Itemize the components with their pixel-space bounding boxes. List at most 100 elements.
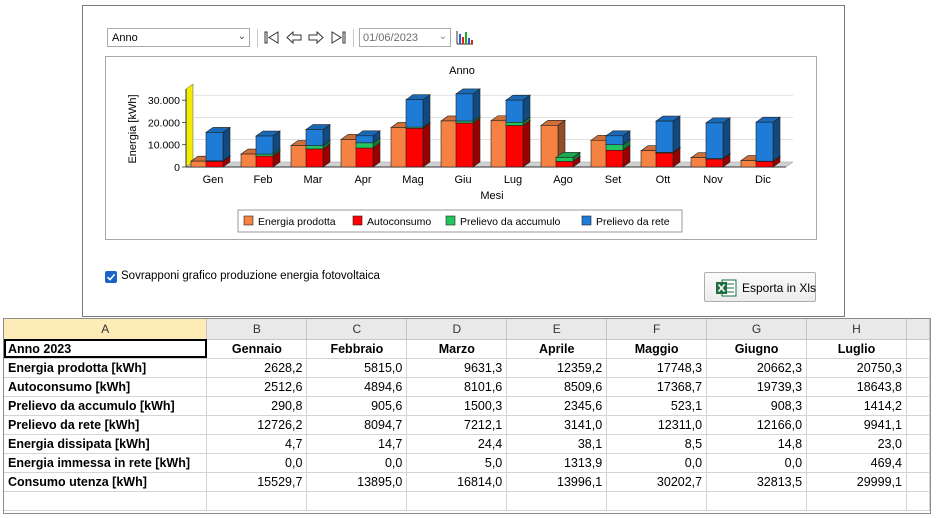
export-xls-button[interactable]: Esporta in Xls xyxy=(704,272,816,302)
table-cell[interactable]: 13996,1 xyxy=(506,472,608,492)
table-cell[interactable]: Prelievo da accumulo [kWh] xyxy=(4,396,208,416)
table-cell[interactable] xyxy=(906,415,930,435)
table-cell[interactable]: Autoconsumo [kWh] xyxy=(4,377,208,397)
table-cell[interactable]: 17368,7 xyxy=(606,377,708,397)
table-cell[interactable]: 8509,6 xyxy=(506,377,608,397)
date-picker[interactable]: 01/06/2023 ⌄ xyxy=(359,28,451,47)
table-cell[interactable]: Maggio xyxy=(606,339,708,359)
table-cell[interactable]: Marzo xyxy=(406,339,508,359)
table-cell[interactable]: 32813,5 xyxy=(706,472,808,492)
table-cell[interactable]: 18643,8 xyxy=(806,377,907,397)
table-cell[interactable] xyxy=(906,472,930,492)
table-cell[interactable]: Energia immessa in rete [kWh] xyxy=(4,453,208,473)
table-cell[interactable]: 4,7 xyxy=(206,434,308,454)
table-cell[interactable]: 23,0 xyxy=(806,434,907,454)
table-cell[interactable]: Febbraio xyxy=(306,339,408,359)
table-cell[interactable]: Luglio xyxy=(806,339,907,359)
table-cell[interactable]: 15529,7 xyxy=(206,472,308,492)
table-cell[interactable]: 290,8 xyxy=(206,396,308,416)
table-cell[interactable]: 12166,0 xyxy=(706,415,808,435)
table-cell[interactable]: Consumo utenza [kWh] xyxy=(4,472,208,492)
column-header-e[interactable]: E xyxy=(506,319,608,340)
table-cell[interactable] xyxy=(906,339,930,359)
table-cell[interactable]: 20662,3 xyxy=(706,358,808,378)
column-header-c[interactable]: C xyxy=(306,319,408,340)
table-cell[interactable]: 9631,3 xyxy=(406,358,508,378)
table-cell[interactable]: 9941,1 xyxy=(806,415,907,435)
table-cell[interactable]: 0,0 xyxy=(206,453,308,473)
table-cell[interactable] xyxy=(4,491,208,511)
table-cell[interactable] xyxy=(606,491,708,511)
table-cell[interactable]: 5,0 xyxy=(406,453,508,473)
table-cell[interactable]: 0,0 xyxy=(306,453,408,473)
table-cell[interactable]: 2628,2 xyxy=(206,358,308,378)
table-cell[interactable]: 12359,2 xyxy=(506,358,608,378)
column-header-a[interactable]: A xyxy=(4,319,208,340)
table-cell[interactable]: 14,7 xyxy=(306,434,408,454)
table-cell[interactable]: 13895,0 xyxy=(306,472,408,492)
table-cell[interactable]: 4894,6 xyxy=(306,377,408,397)
column-header-blank xyxy=(906,319,930,340)
last-icon[interactable] xyxy=(329,29,347,46)
table-cell[interactable]: 8094,7 xyxy=(306,415,408,435)
column-header-h[interactable]: H xyxy=(806,319,907,340)
table-cell[interactable]: Prelievo da rete [kWh] xyxy=(4,415,208,435)
table-cell[interactable]: Gennaio xyxy=(206,339,308,359)
table-cell[interactable]: Energia prodotta [kWh] xyxy=(4,358,208,378)
table-cell[interactable]: 469,4 xyxy=(806,453,907,473)
table-cell[interactable] xyxy=(306,491,408,511)
table-cell[interactable]: 14,8 xyxy=(706,434,808,454)
table-cell[interactable]: Anno 2023 xyxy=(4,339,208,359)
column-header-d[interactable]: D xyxy=(406,319,508,340)
table-cell[interactable]: 908,3 xyxy=(706,396,808,416)
table-cell[interactable]: 12311,0 xyxy=(606,415,708,435)
table-cell[interactable]: Aprile xyxy=(506,339,608,359)
table-cell[interactable]: 3141,0 xyxy=(506,415,608,435)
table-cell[interactable] xyxy=(906,434,930,454)
table-cell[interactable]: 38,1 xyxy=(506,434,608,454)
table-cell[interactable]: 30202,7 xyxy=(606,472,708,492)
table-cell[interactable] xyxy=(906,358,930,378)
table-cell[interactable]: 0,0 xyxy=(706,453,808,473)
table-cell[interactable]: 1500,3 xyxy=(406,396,508,416)
table-cell[interactable] xyxy=(906,453,930,473)
table-cell[interactable] xyxy=(806,491,907,511)
period-select[interactable]: Anno ⌄ xyxy=(107,28,250,47)
first-icon[interactable] xyxy=(263,29,281,46)
table-cell[interactable]: 24,4 xyxy=(406,434,508,454)
legend-label: Prelievo da accumulo xyxy=(460,216,561,228)
table-cell[interactable]: 8101,6 xyxy=(406,377,508,397)
table-cell[interactable]: 1414,2 xyxy=(806,396,907,416)
column-header-g[interactable]: G xyxy=(706,319,808,340)
bar-chart-icon[interactable] xyxy=(456,29,474,46)
table-cell[interactable]: 20750,3 xyxy=(806,358,907,378)
table-cell[interactable]: 16814,0 xyxy=(406,472,508,492)
table-cell[interactable]: 5815,0 xyxy=(306,358,408,378)
table-cell[interactable]: 523,1 xyxy=(606,396,708,416)
table-cell[interactable]: 2512,6 xyxy=(206,377,308,397)
table-cell[interactable] xyxy=(406,491,508,511)
table-cell[interactable]: 0,0 xyxy=(606,453,708,473)
table-cell[interactable] xyxy=(206,491,308,511)
table-cell[interactable]: Giugno xyxy=(706,339,808,359)
column-header-f[interactable]: F xyxy=(606,319,708,340)
table-cell[interactable]: 19739,3 xyxy=(706,377,808,397)
table-cell[interactable]: Energia dissipata [kWh] xyxy=(4,434,208,454)
next-icon[interactable] xyxy=(307,29,325,46)
table-cell[interactable]: 12726,2 xyxy=(206,415,308,435)
table-cell[interactable] xyxy=(706,491,808,511)
table-cell[interactable]: 905,6 xyxy=(306,396,408,416)
table-cell[interactable] xyxy=(906,396,930,416)
table-cell[interactable] xyxy=(906,377,930,397)
overlay-checkbox[interactable] xyxy=(105,271,117,283)
table-cell[interactable]: 29999,1 xyxy=(806,472,907,492)
table-cell[interactable] xyxy=(906,491,930,511)
table-cell[interactable]: 8,5 xyxy=(606,434,708,454)
table-cell[interactable]: 17748,3 xyxy=(606,358,708,378)
table-cell[interactable]: 2345,6 xyxy=(506,396,608,416)
table-cell[interactable] xyxy=(506,491,608,511)
table-cell[interactable]: 1313,9 xyxy=(506,453,608,473)
table-cell[interactable]: 7212,1 xyxy=(406,415,508,435)
column-header-b[interactable]: B xyxy=(206,319,308,340)
prev-icon[interactable] xyxy=(285,29,303,46)
